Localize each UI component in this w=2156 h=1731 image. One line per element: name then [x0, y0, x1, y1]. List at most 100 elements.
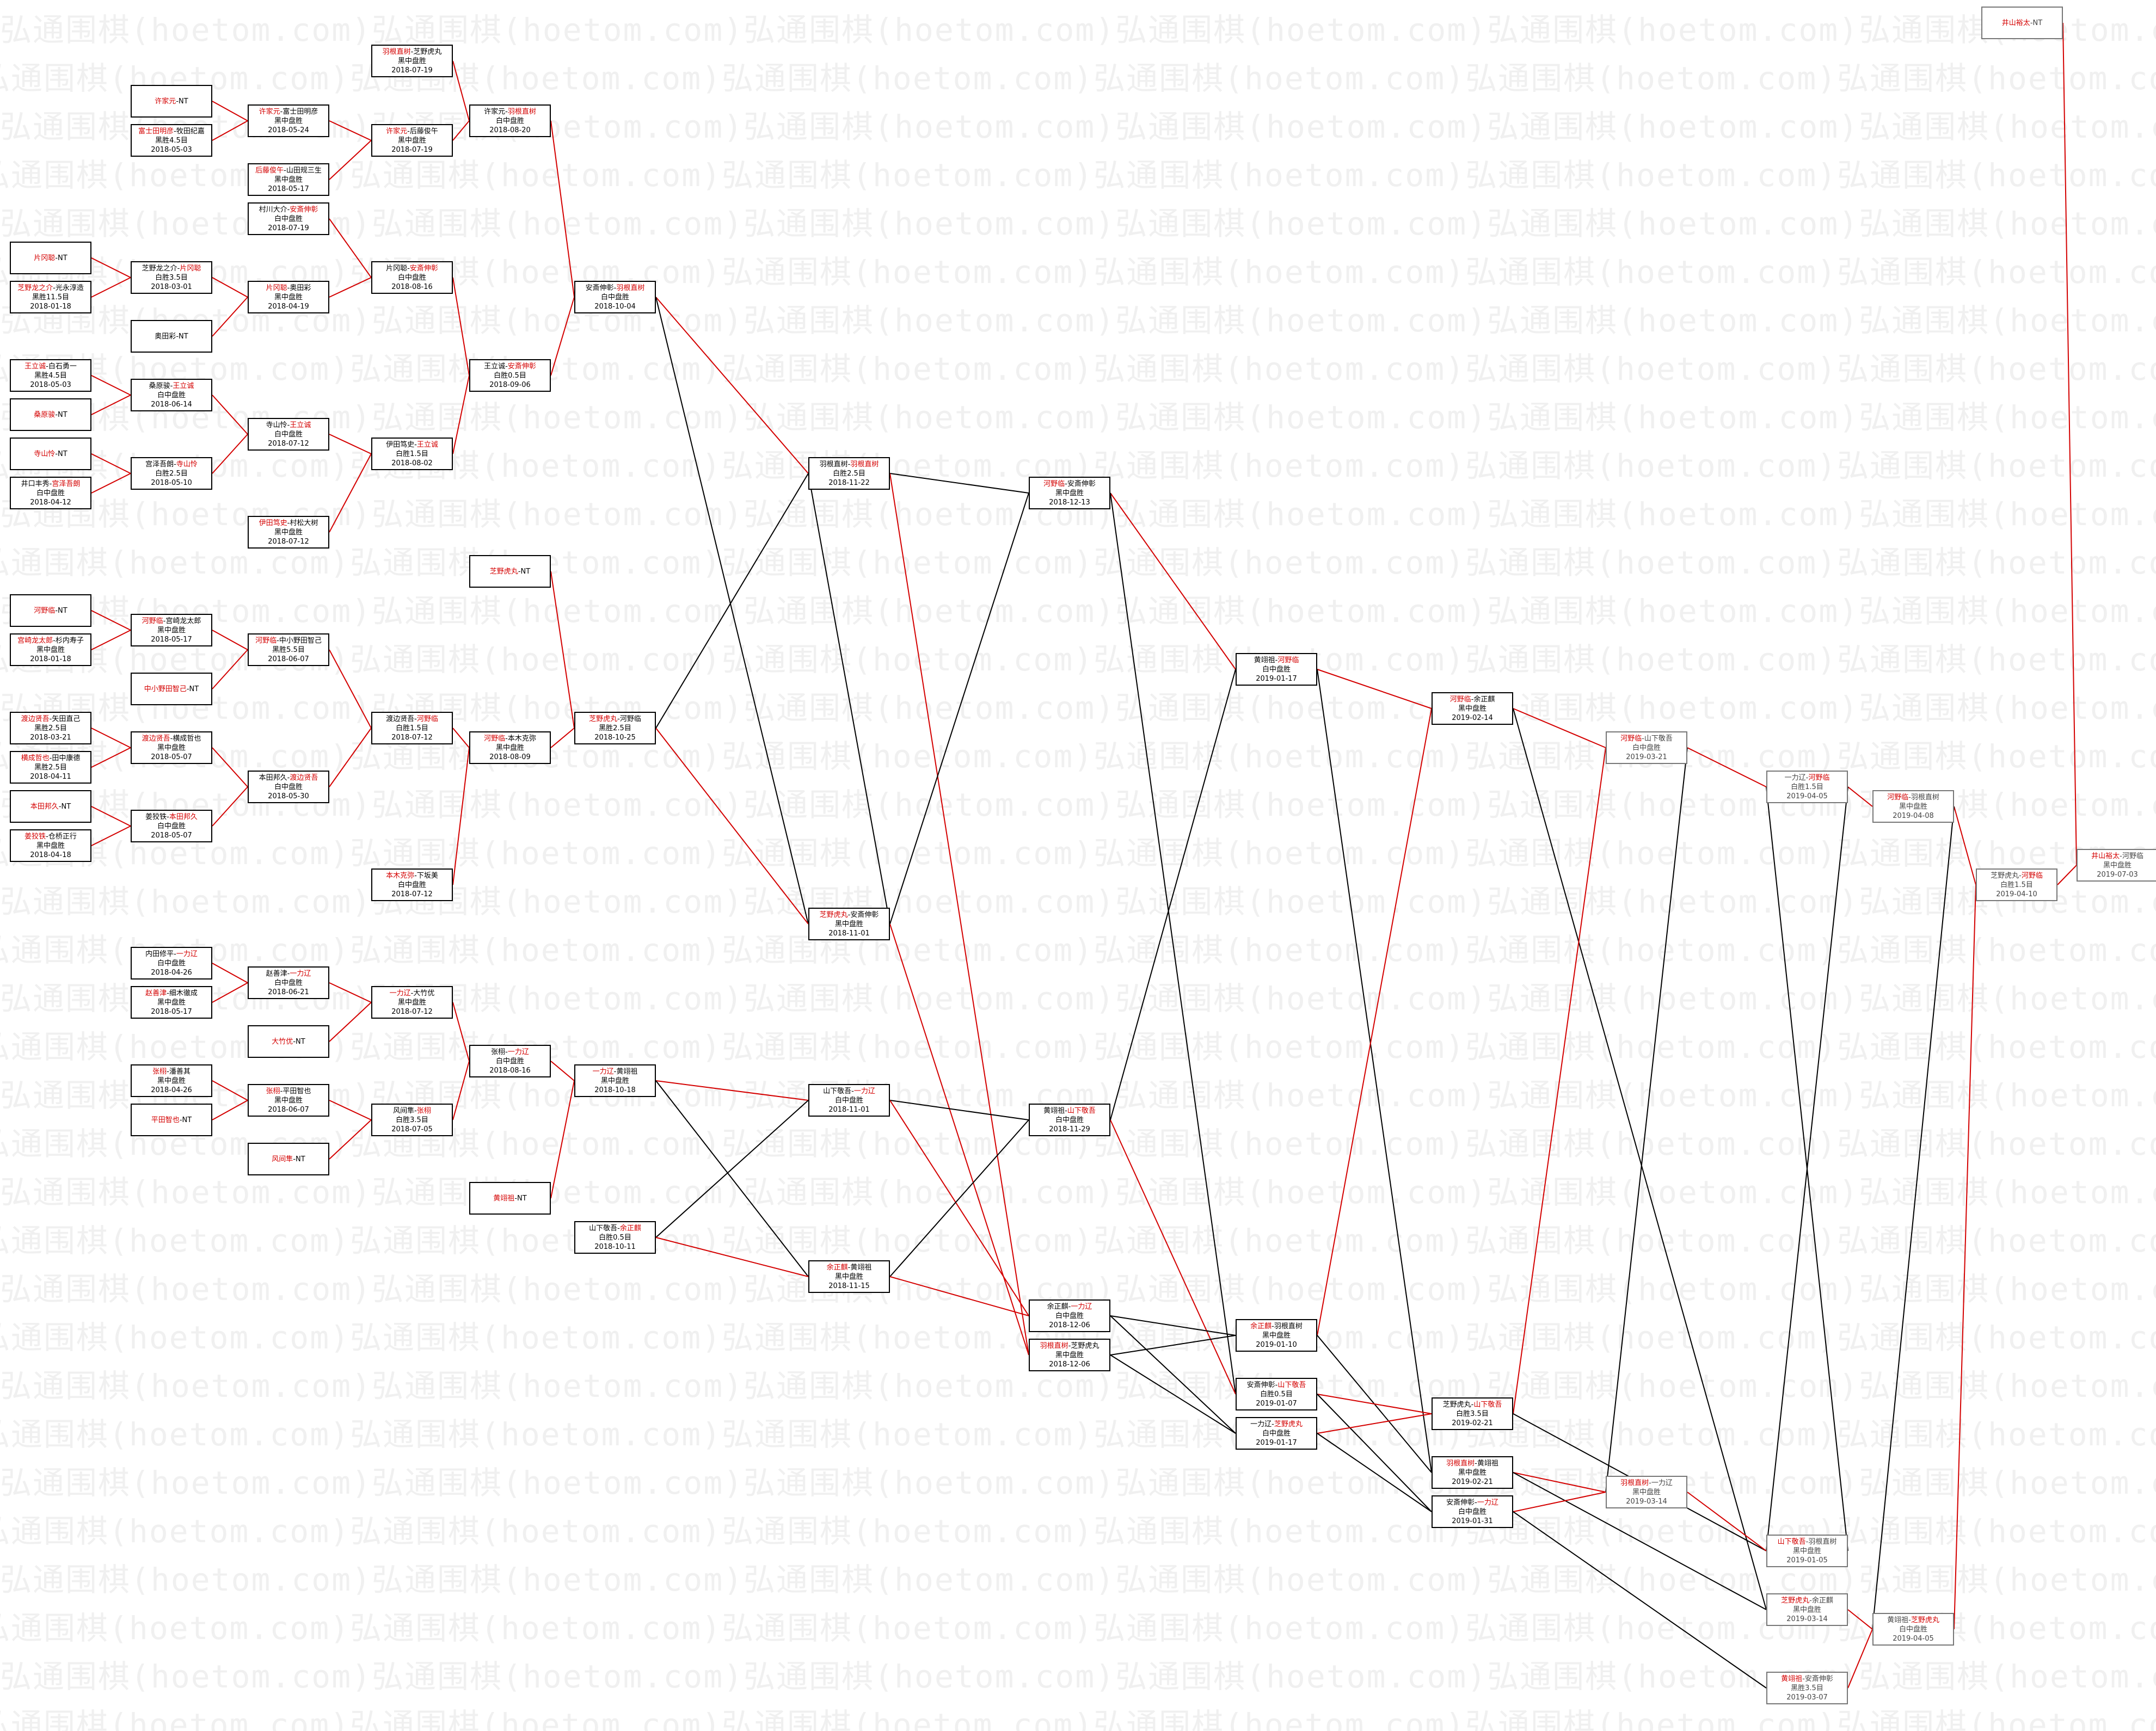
game-box[interactable]: 山下敬吾-羽根直树 黑中盘胜 2019-01-05: [1766, 1535, 1848, 1567]
game-players: 河野临-羽根直树: [1887, 793, 1939, 802]
game-box[interactable]: 张栩-一力辽 白中盘胜 2018-08-16: [469, 1045, 551, 1077]
game-box[interactable]: 一力辽-黄翊祖 黑中盘胜 2018-10-18: [574, 1064, 656, 1097]
game-box[interactable]: 河野临-山下敬吾 白中盘胜 2019-03-21: [1606, 731, 1687, 764]
connector-line: [655, 1080, 809, 1101]
game-box[interactable]: 芝野虎丸-NT: [469, 555, 551, 588]
game-box[interactable]: 伊田笃史-村松大树 黑中盘胜 2018-07-12: [248, 516, 329, 549]
game-box[interactable]: 许家元-后藤俊午 黑中盘胜 2018-07-19: [371, 124, 453, 157]
players-separator: -: [410, 989, 414, 997]
game-box[interactable]: 大竹优-NT: [248, 1025, 329, 1058]
connector-line: [655, 297, 809, 925]
game-box[interactable]: 宫崎龙太郎-杉内寿子 黑中盘胜 2018-01-18: [10, 633, 91, 666]
game-box[interactable]: 井山裕太-河野临 黑中盘胜 2019-07-03: [2077, 849, 2156, 882]
game-box[interactable]: 河野临-宫崎龙太郎 黑中盘胜 2018-05-17: [131, 614, 212, 646]
game-box[interactable]: 黄翊祖-NT: [469, 1182, 551, 1215]
game-box[interactable]: 平田智也-NT: [131, 1104, 212, 1136]
game-box[interactable]: 安斎伸彰-山下敬吾 白胜0.5目 2019-01-07: [1236, 1378, 1317, 1410]
game-box[interactable]: 山下敬吾-余正麒 白胜0.5目 2018-10-11: [574, 1221, 656, 1254]
game-box[interactable]: 河野临-安斎伸彰 黑中盘胜 2018-12-13: [1029, 477, 1110, 509]
game-box[interactable]: 本木克弥-下坂美 白中盘胜 2018-07-12: [371, 868, 453, 901]
game-box[interactable]: 羽根直树-芝野虎丸 黑中盘胜 2018-12-06: [1029, 1339, 1110, 1371]
game-box[interactable]: 姜狡铁-仓桥正行 黑中盘胜 2018-04-18: [10, 829, 91, 862]
game-box[interactable]: 河野临-余正麒 黑中盘胜 2019-02-14: [1432, 692, 1513, 725]
game-box[interactable]: 渡边贤吾-矢田直己 黑胜2.5目 2018-03-21: [10, 712, 91, 744]
game-box[interactable]: 张栩-平田智也 黑中盘胜 2018-06-07: [248, 1084, 329, 1117]
game-box[interactable]: 赵善津-一力辽 白中盘胜 2018-06-21: [248, 966, 329, 999]
game-box[interactable]: 黄翊祖-芝野虎丸 白中盘胜 2019-04-05: [1872, 1613, 1954, 1646]
game-box[interactable]: 余正麒-羽根直树 黑中盘胜 2019-01-10: [1236, 1319, 1317, 1352]
game-box[interactable]: 安斎伸彰-一力辽 白中盘胜 2019-01-31: [1432, 1495, 1513, 1528]
game-box[interactable]: 羽根直树-黄翊祖 黑中盘胜 2019-02-21: [1432, 1456, 1513, 1489]
game-box[interactable]: 寺山怜-NT: [10, 438, 91, 470]
game-result: 黑中盘胜: [274, 116, 303, 125]
game-box[interactable]: 富士田明彦-牧田纪嘉 黑胜4.5目 2018-05-03: [131, 124, 212, 157]
game-box[interactable]: 芝野龙之介-光永淳造 黑胜11.5目 2018-01-18: [10, 281, 91, 313]
game-box[interactable]: 一力辽-大竹优 黑中盘胜 2018-07-12: [371, 986, 453, 1019]
game-box[interactable]: 井口丰秀-宫泽吾朗 白中盘胜 2018-04-12: [10, 477, 91, 509]
game-box[interactable]: 渡边贤吾-横成哲也 黑中盘胜 2018-05-07: [131, 731, 212, 764]
game-box[interactable]: 河野临-羽根直树 黑中盘胜 2019-04-08: [1872, 790, 1954, 823]
game-box[interactable]: 一力辽-河野临 白胜1.5目 2019-04-05: [1766, 771, 1848, 803]
game-box[interactable]: 后藤俊午-山田规三生 黑中盘胜 2018-05-17: [248, 163, 329, 196]
game-box[interactable]: 芝野虎丸-余正麒 黑中盘胜 2019-03-14: [1766, 1593, 1848, 1626]
game-box[interactable]: 内田修平-一力辽 白中盘胜 2018-04-26: [131, 947, 212, 980]
connector-line: [1847, 786, 1873, 807]
game-box[interactable]: 羽根直树-羽根直树 白胜2.5目 2018-11-22: [808, 457, 890, 490]
connector-line: [1317, 708, 1432, 1336]
game-box[interactable]: 一力辽-芝野虎丸 白中盘胜 2019-01-17: [1236, 1417, 1317, 1450]
game-box[interactable]: 河野临-NT: [10, 594, 91, 627]
game-box[interactable]: 桑原骏-NT: [10, 398, 91, 431]
game-box[interactable]: 王立诚-安斎伸彰 白胜0.5目 2018-09-06: [469, 359, 551, 392]
game-box[interactable]: 河野临-本木克弥 黑中盘胜 2018-08-09: [469, 731, 551, 764]
connector-line: [2062, 22, 2077, 866]
game-box[interactable]: 余正麒-黄翊祖 黑中盘胜 2018-11-15: [808, 1260, 890, 1293]
game-players: 安斎伸彰-山下敬吾: [1247, 1381, 1306, 1390]
game-box[interactable]: 王立诚-白石勇一 黑胜4.5目 2018-05-03: [10, 359, 91, 392]
game-box[interactable]: 本田邦久-NT: [10, 790, 91, 823]
game-players: 张栩-潘善其: [152, 1067, 191, 1076]
game-box[interactable]: 片冈聪-安斎伸彰 白中盘胜 2018-08-16: [371, 261, 453, 294]
game-box[interactable]: 赵善津-细木徹成 黑中盘胜 2018-05-17: [131, 986, 212, 1019]
game-box[interactable]: 芝野龙之介-片冈聪 白胜3.5目 2018-03-01: [131, 261, 212, 294]
game-box[interactable]: 余正麒-一力辽 白中盘胜 2018-12-06: [1029, 1299, 1110, 1332]
game-date: 2018-10-18: [594, 1086, 636, 1094]
game-box[interactable]: 姜狡铁-本田邦久 白中盘胜 2018-05-07: [131, 810, 212, 842]
game-box[interactable]: 片冈聪-NT: [10, 242, 91, 274]
game-box[interactable]: 河野临-中小野田智己 黑胜5.5目 2018-06-07: [248, 633, 329, 666]
game-box[interactable]: 村川大介-安斎伸彰 白中盘胜 2018-07-19: [248, 202, 329, 235]
game-box[interactable]: 羽根直树-芝野虎丸 黑中盘胜 2018-07-19: [371, 45, 453, 77]
game-box[interactable]: 芝野虎丸-河野临 白胜1.5目 2019-04-10: [1976, 868, 2057, 901]
player-name: 河野临: [619, 714, 641, 723]
game-box[interactable]: 芝野虎丸-山下敬吾 白胜3.5目 2019-02-21: [1432, 1397, 1513, 1430]
game-box[interactable]: 桑原骏-王立诚 白中盘胜 2018-06-14: [131, 379, 212, 411]
game-box[interactable]: 本田邦久-渡边贤吾 白中盘胜 2018-05-30: [248, 771, 329, 803]
game-box[interactable]: 山下敬吾-一力辽 白中盘胜 2018-11-01: [808, 1084, 890, 1117]
game-box[interactable]: 宫泽吾朗-寺山怜 白胜2.5目 2018-05-10: [131, 457, 212, 490]
game-box[interactable]: 中小野田智己-NT: [131, 673, 212, 705]
game-box[interactable]: 羽根直树-一力辽 黑中盘胜 2019-03-14: [1606, 1476, 1687, 1508]
game-box[interactable]: 许家元-富士田明彦 黑中盘胜 2018-05-24: [248, 104, 329, 137]
player-name: 河野临: [2021, 871, 2043, 880]
game-box[interactable]: 奥田彩-NT: [131, 320, 212, 353]
game-box[interactable]: 黄翊祖-山下敬吾 白中盘胜 2018-11-29: [1029, 1104, 1110, 1136]
game-box[interactable]: 渡边贤吾-河野临 白胜1.5目 2018-07-12: [371, 712, 453, 744]
player-name: 本田邦久: [259, 773, 287, 782]
game-box[interactable]: 黄翊祖-河野临 白中盘胜 2019-01-17: [1236, 653, 1317, 686]
game-box[interactable]: 芝野虎丸-河野临 黑胜2.5目 2018-10-25: [574, 712, 656, 744]
game-box[interactable]: 芝野虎丸-安斎伸彰 黑中盘胜 2018-11-01: [808, 908, 890, 940]
game-box[interactable]: 安斎伸彰-羽根直树 白中盘胜 2018-10-04: [574, 281, 656, 313]
game-box[interactable]: 风间隼-张栩 白胜3.5目 2018-07-05: [371, 1104, 453, 1136]
game-box[interactable]: 张栩-潘善其 黑中盘胜 2018-04-26: [131, 1064, 212, 1097]
game-result: 白中盘胜: [397, 273, 426, 282]
game-box[interactable]: 许家元-羽根直树 白中盘胜 2018-08-20: [469, 104, 551, 137]
game-box[interactable]: 片冈聪-奥田彩 黑中盘胜 2018-04-19: [248, 281, 329, 313]
game-box[interactable]: 风间隼-NT: [248, 1143, 329, 1175]
game-box[interactable]: 黄翊祖-安斎伸彰 黑胜3.5目 2019-03-07: [1766, 1672, 1848, 1704]
players-separator: -: [163, 617, 166, 625]
player-name: 一力辽: [853, 1087, 875, 1095]
game-box[interactable]: 横成哲也-田中康德 黑胜2.5目 2018-04-11: [10, 751, 91, 784]
game-box[interactable]: 井山裕太-NT: [1981, 7, 2063, 39]
game-box[interactable]: 寺山怜-王立诚 白中盘胜 2018-07-12: [248, 418, 329, 451]
game-box[interactable]: 伊田笃史-王立诚 白胜1.5目 2018-08-02: [371, 438, 453, 470]
game-box[interactable]: 许家元-NT: [131, 85, 212, 118]
